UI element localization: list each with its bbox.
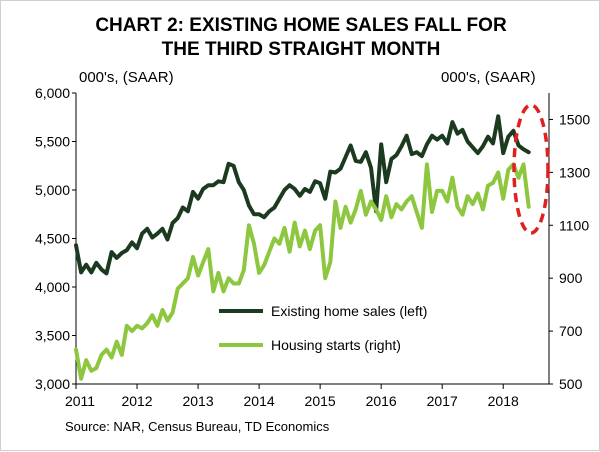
left-y-tick-label: 3,000 [35,376,70,392]
x-tick-label: 2017 [427,393,458,409]
x-tick-label: 2013 [182,393,213,409]
chart-title-line-2: THE THIRD STRAIGHT MONTH [161,39,441,60]
x-tick-label: 2014 [244,393,275,409]
right-y-tick-label: 700 [559,323,583,339]
left-y-tick-label: 5,000 [35,182,70,198]
chart-title-line-1: CHART 2: EXISTING HOME SALES FALL FOR [95,15,507,36]
right-y-tick-label: 1500 [559,111,590,127]
left-y-tick-label: 4,000 [35,279,70,295]
left-y-tick-label: 4,500 [35,231,70,247]
existing-home-sales-line [74,114,531,276]
left-y-tick-label: 3,500 [35,328,70,344]
left-y-tick-label: 5,500 [35,134,70,150]
x-tick-label: 2015 [305,393,336,409]
right-y-tick-label: 900 [559,270,583,286]
right-y-tick-label: 1300 [559,164,590,180]
right-y-tick-label: 500 [559,376,583,392]
x-tick-label: 2018 [488,393,519,409]
left-axis-unit-label: 000's, (SAAR) [79,69,174,86]
housing-starts-line [74,162,531,381]
legend-label-housing-starts: Housing starts (right) [271,337,401,353]
x-tick-label: 2011 [65,393,95,409]
x-tick-label: 2012 [121,393,152,409]
x-tick-label: 2016 [366,393,397,409]
right-y-tick-label: 1100 [559,217,589,233]
legend-label-existing-home-sales: Existing home sales (left) [271,303,427,319]
highlight-ellipse [512,103,550,235]
source-note: Source: NAR, Census Bureau, TD Economics [65,419,330,434]
right-axis-unit-label: 000's, (SAAR) [441,69,536,86]
left-y-tick-label: 6,000 [35,85,70,101]
